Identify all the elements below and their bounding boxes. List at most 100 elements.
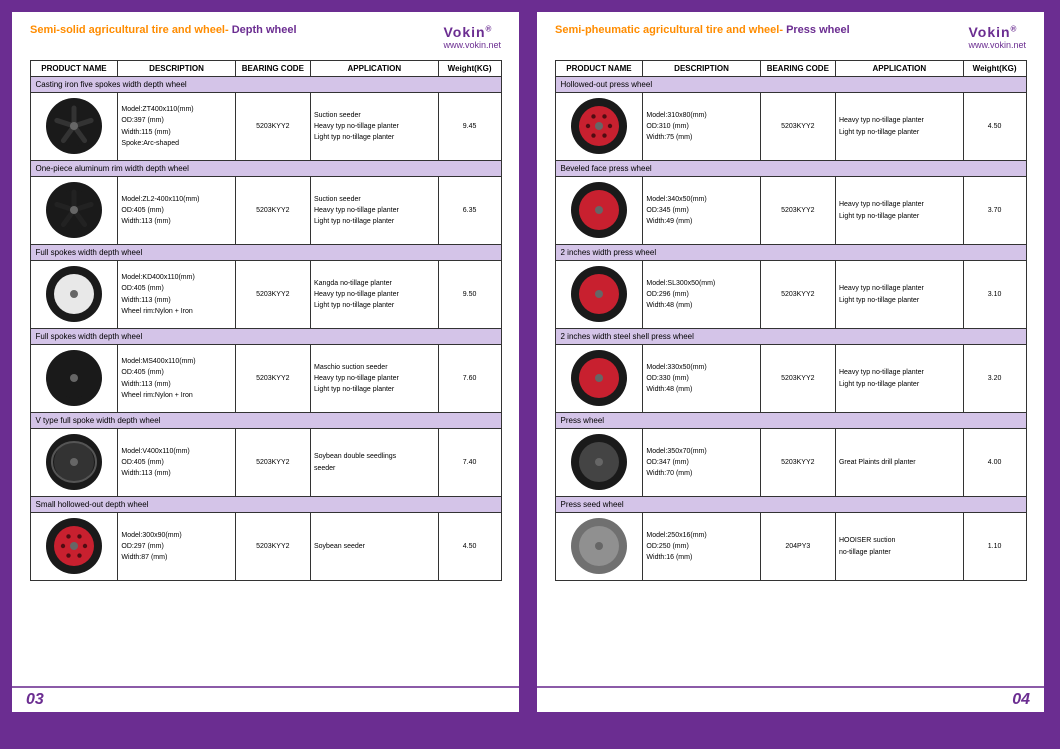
application-cell: Soybean seeder	[310, 513, 438, 581]
app-line: no-tillage planter	[839, 547, 960, 558]
spec-line: Model:330x50(mm)	[646, 362, 756, 373]
category-row: Casting iron five spokes width depth whe…	[30, 77, 501, 93]
spec-line: OD:405 (mm)	[121, 367, 231, 378]
title-suffix: Press wheel	[786, 24, 850, 36]
product-row: Model:KD400x110(mm)OD:405 (mm)Width:113 …	[30, 261, 501, 329]
category-label: Full spokes width depth wheel	[30, 329, 501, 345]
product-row: Model:350x70(mm)OD:347 (mm)Width:70 (mm)…	[555, 429, 1026, 497]
spec-line: Wheel rim:Nylon + Iron	[121, 306, 231, 317]
product-image-cell	[555, 429, 643, 497]
spec-line: OD:397 (mm)	[121, 115, 231, 126]
application-cell: Maschio suction seederHeavy typ no-tilla…	[310, 345, 438, 413]
app-line: HOOISER suction	[839, 535, 960, 546]
product-row: Model:ZL2-400x110(mm)OD:405 (mm)Width:11…	[30, 177, 501, 245]
page-number: 04	[1012, 691, 1030, 709]
spec-line: Model:ZL2-400x110(mm)	[121, 194, 231, 205]
weight-cell: 4.50	[963, 93, 1026, 161]
application-cell: HOOISER suctionno-tillage planter	[835, 513, 963, 581]
category-label: Beveled face press wheel	[555, 161, 1026, 177]
brand-url: www.vokin.net	[968, 40, 1026, 50]
weight-cell: 9.50	[438, 261, 501, 329]
spec-line: Width:49 (mm)	[646, 216, 756, 227]
app-line: Heavy typ no-tillage planter	[839, 283, 960, 294]
registered-icon: ®	[486, 24, 493, 33]
spec-line: OD:347 (mm)	[646, 457, 756, 468]
app-line: Heavy typ no-tillage planter	[839, 115, 960, 126]
description-cell: Model:ZT400x110(mm)OD:397 (mm)Width:115 …	[118, 93, 235, 161]
app-line: Suction seeder	[314, 110, 435, 121]
bearing-cell: 5203KYY2	[235, 93, 310, 161]
brand-url: www.vokin.net	[443, 40, 501, 50]
application-cell: Heavy typ no-tillage planterLight typ no…	[835, 177, 963, 245]
th-bearing: BEARING CODE	[760, 61, 835, 77]
product-row: Model:300x90(mm)OD:297 (mm)Width:87 (mm)…	[30, 513, 501, 581]
product-table-left: PRODUCT NAME DESCRIPTION BEARING CODE AP…	[30, 60, 502, 581]
app-line: Soybean double seedlings	[314, 451, 435, 462]
wheel-icon	[44, 432, 104, 494]
application-cell: Suction seederHeavy typ no-tillage plant…	[310, 177, 438, 245]
spec-line: Width:113 (mm)	[121, 379, 231, 390]
bearing-cell: 5203KYY2	[235, 429, 310, 497]
th-product-name: PRODUCT NAME	[30, 61, 118, 77]
description-cell: Model:250x16(mm)OD:250 (mm)Width:16 (mm)	[643, 513, 760, 581]
product-row: Model:340x50(mm)OD:345 (mm)Width:49 (mm)…	[555, 177, 1026, 245]
app-line: Heavy typ no-tillage planter	[314, 121, 435, 132]
registered-icon: ®	[1011, 24, 1018, 33]
spec-line: Model:310x80(mm)	[646, 110, 756, 121]
weight-cell: 7.60	[438, 345, 501, 413]
title-prefix: Semi-solid agricultural tire and wheel-	[30, 24, 232, 36]
category-label: Hollowed-out press wheel	[555, 77, 1026, 93]
th-description: DESCRIPTION	[118, 61, 235, 77]
app-line: Great Plaints drill planter	[839, 457, 960, 468]
spec-line: Model:340x50(mm)	[646, 194, 756, 205]
spec-line: Width:70 (mm)	[646, 468, 756, 479]
product-image-cell	[555, 345, 643, 413]
product-image-cell	[30, 93, 118, 161]
application-cell: Great Plaints drill planter	[835, 429, 963, 497]
page-number: 03	[26, 691, 44, 709]
spec-line: Model:KD400x110(mm)	[121, 272, 231, 283]
weight-cell: 4.00	[963, 429, 1026, 497]
wheel-icon	[569, 348, 629, 410]
category-label: Full spokes width depth wheel	[30, 245, 501, 261]
wheel-icon	[44, 180, 104, 242]
product-row: Model:250x16(mm)OD:250 (mm)Width:16 (mm)…	[555, 513, 1026, 581]
description-cell: Model:350x70(mm)OD:347 (mm)Width:70 (mm)	[643, 429, 760, 497]
app-line: Light typ no-tillage planter	[839, 379, 960, 390]
category-row: Full spokes width depth wheel	[30, 245, 501, 261]
spec-line: Model:ZT400x110(mm)	[121, 104, 231, 115]
weight-cell: 7.40	[438, 429, 501, 497]
bearing-cell: 5203KYY2	[760, 261, 835, 329]
app-line: Heavy typ no-tillage planter	[839, 199, 960, 210]
description-cell: Model:340x50(mm)OD:345 (mm)Width:49 (mm)	[643, 177, 760, 245]
category-row: V type full spoke width depth wheel	[30, 413, 501, 429]
application-cell: Suction seederHeavy typ no-tillage plant…	[310, 93, 438, 161]
product-image-cell	[30, 177, 118, 245]
category-label: 2 inches width press wheel	[555, 245, 1026, 261]
product-image-cell	[30, 513, 118, 581]
category-label: Casting iron five spokes width depth whe…	[30, 77, 501, 93]
spec-line: Model:MS400x110(mm)	[121, 356, 231, 367]
spec-line: Model:350x70(mm)	[646, 446, 756, 457]
description-cell: Model:V400x110(mm)OD:405 (mm)Width:113 (…	[118, 429, 235, 497]
wheel-icon	[569, 516, 629, 578]
spec-line: Width:48 (mm)	[646, 300, 756, 311]
bearing-cell: 5203KYY2	[760, 429, 835, 497]
spec-line: OD:405 (mm)	[121, 205, 231, 216]
weight-cell: 6.35	[438, 177, 501, 245]
app-line: Light typ no-tillage planter	[314, 132, 435, 143]
wheel-icon	[44, 264, 104, 326]
app-line: seeder	[314, 463, 435, 474]
app-line: Heavy typ no-tillage planter	[839, 367, 960, 378]
app-line: Light typ no-tillage planter	[839, 127, 960, 138]
bearing-cell: 5203KYY2	[760, 93, 835, 161]
wheel-icon	[44, 348, 104, 410]
weight-cell: 3.10	[963, 261, 1026, 329]
spec-line: Model:300x90(mm)	[121, 530, 231, 541]
product-image-cell	[30, 261, 118, 329]
spec-line: Width:87 (mm)	[121, 552, 231, 563]
category-label: V type full spoke width depth wheel	[30, 413, 501, 429]
spec-line: OD:345 (mm)	[646, 205, 756, 216]
category-row: Beveled face press wheel	[555, 161, 1026, 177]
category-label: Small hollowed-out depth wheel	[30, 497, 501, 513]
